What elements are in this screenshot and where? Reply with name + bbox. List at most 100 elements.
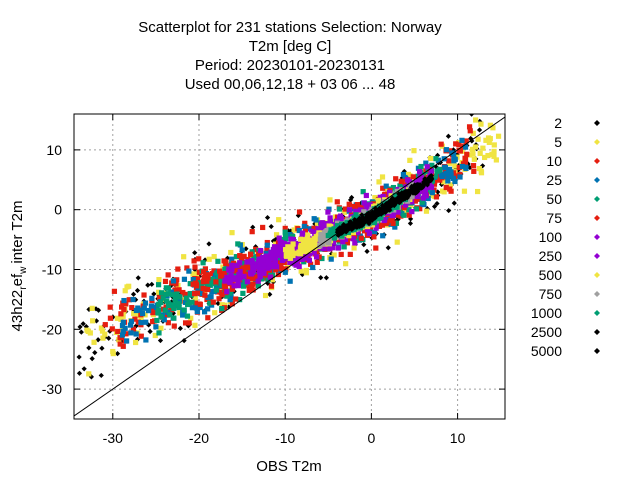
scatter-point — [194, 290, 201, 296]
scatter-point — [406, 207, 412, 213]
scatter-point — [267, 291, 273, 297]
scatter-point — [251, 255, 257, 261]
scatter-point — [373, 225, 379, 231]
scatter-point — [447, 186, 453, 192]
scatter-point — [338, 251, 344, 258]
scatter-point — [419, 199, 425, 205]
scatter-point — [158, 314, 164, 320]
scatter-point — [349, 226, 356, 232]
legend-label: 75 — [546, 210, 562, 226]
scatter-point — [307, 240, 313, 246]
scatter-point — [229, 262, 235, 268]
scatter-point — [422, 176, 429, 182]
x-tick-label: 0 — [367, 430, 375, 446]
scatter-point — [191, 291, 198, 297]
scatter-point — [216, 268, 223, 274]
scatter-point — [305, 232, 311, 238]
scatter-point — [296, 227, 302, 234]
scatter-point — [485, 152, 491, 159]
scatter-point — [403, 202, 409, 208]
scatter-point — [229, 230, 235, 236]
scatter-point — [495, 133, 502, 139]
scatter-point — [383, 183, 389, 189]
scatter-point — [194, 308, 200, 315]
legend-marker — [594, 253, 600, 259]
scatter-point — [90, 318, 96, 324]
scatter-point — [428, 184, 435, 190]
scatter-point — [361, 242, 367, 248]
scatter-point — [425, 195, 431, 202]
scatter-point — [218, 278, 224, 285]
scatter-points — [76, 106, 502, 380]
scatter-point — [347, 207, 353, 213]
scatter-point — [247, 251, 254, 257]
scatter-point — [229, 266, 235, 272]
scatter-point — [417, 169, 423, 175]
scatter-point — [459, 163, 466, 170]
scatter-point — [280, 236, 286, 243]
scatter-point — [381, 209, 387, 215]
scatter-point — [248, 286, 255, 292]
scatter-point — [422, 188, 429, 194]
scatter-point — [326, 206, 332, 212]
scatter-point — [485, 135, 492, 141]
scatter-point — [155, 310, 161, 316]
scatter-point — [77, 324, 83, 330]
scatter-point — [121, 297, 127, 304]
scatter-point — [157, 337, 164, 344]
scatter-point — [257, 274, 263, 280]
y-axis-label-end: inter T2m — [9, 201, 26, 264]
scatter-point — [266, 264, 272, 270]
scatter-point — [205, 315, 211, 321]
y-tick-label: -20 — [42, 321, 62, 337]
scatter-point — [265, 277, 271, 283]
scatter-point — [235, 241, 241, 247]
scatter-point — [133, 307, 140, 314]
scatter-point — [451, 155, 457, 162]
scatter-point — [446, 166, 453, 173]
legend-marker — [594, 272, 600, 278]
scatter-point — [392, 204, 398, 211]
scatter-point — [202, 266, 209, 272]
scatter-point — [273, 232, 280, 238]
scatter-point — [271, 253, 277, 260]
scatter-point — [195, 276, 201, 282]
scatter-point — [175, 266, 181, 272]
scatter-point — [397, 183, 403, 189]
scatter-point — [470, 163, 477, 169]
scatter-point — [132, 316, 138, 322]
legend-marker — [594, 234, 600, 240]
scatter-point — [169, 292, 176, 298]
scatter-point — [277, 239, 283, 246]
scatter-point — [452, 178, 458, 185]
scatter-point — [351, 245, 357, 251]
scatter-point — [128, 318, 135, 324]
scatter-point — [445, 174, 451, 180]
scatter-point — [471, 106, 476, 111]
scatter-point — [358, 235, 364, 241]
scatter-point — [123, 301, 129, 307]
scatter-point — [445, 133, 452, 139]
scatter-point — [229, 301, 235, 307]
scatter-point — [107, 315, 114, 321]
scatter-point — [406, 212, 412, 218]
scatter-point — [223, 286, 229, 292]
scatter-point — [170, 302, 176, 308]
scatter-point — [303, 241, 309, 247]
scatter-point — [267, 274, 273, 280]
scatter-point — [457, 174, 463, 180]
scatter-point — [463, 138, 469, 144]
scatter-point — [401, 205, 407, 211]
scatter-point — [165, 272, 171, 278]
scatter-point — [423, 160, 429, 166]
scatter-point — [260, 224, 266, 231]
scatter-point — [152, 332, 158, 339]
scatter-point — [467, 152, 473, 158]
scatter-point — [363, 192, 369, 199]
scatter-point — [358, 204, 365, 210]
scatter-point — [296, 263, 302, 270]
scatter-point — [272, 260, 278, 266]
scatter-point — [176, 297, 182, 303]
scatter-point — [394, 239, 400, 245]
scatter-point — [215, 300, 221, 307]
